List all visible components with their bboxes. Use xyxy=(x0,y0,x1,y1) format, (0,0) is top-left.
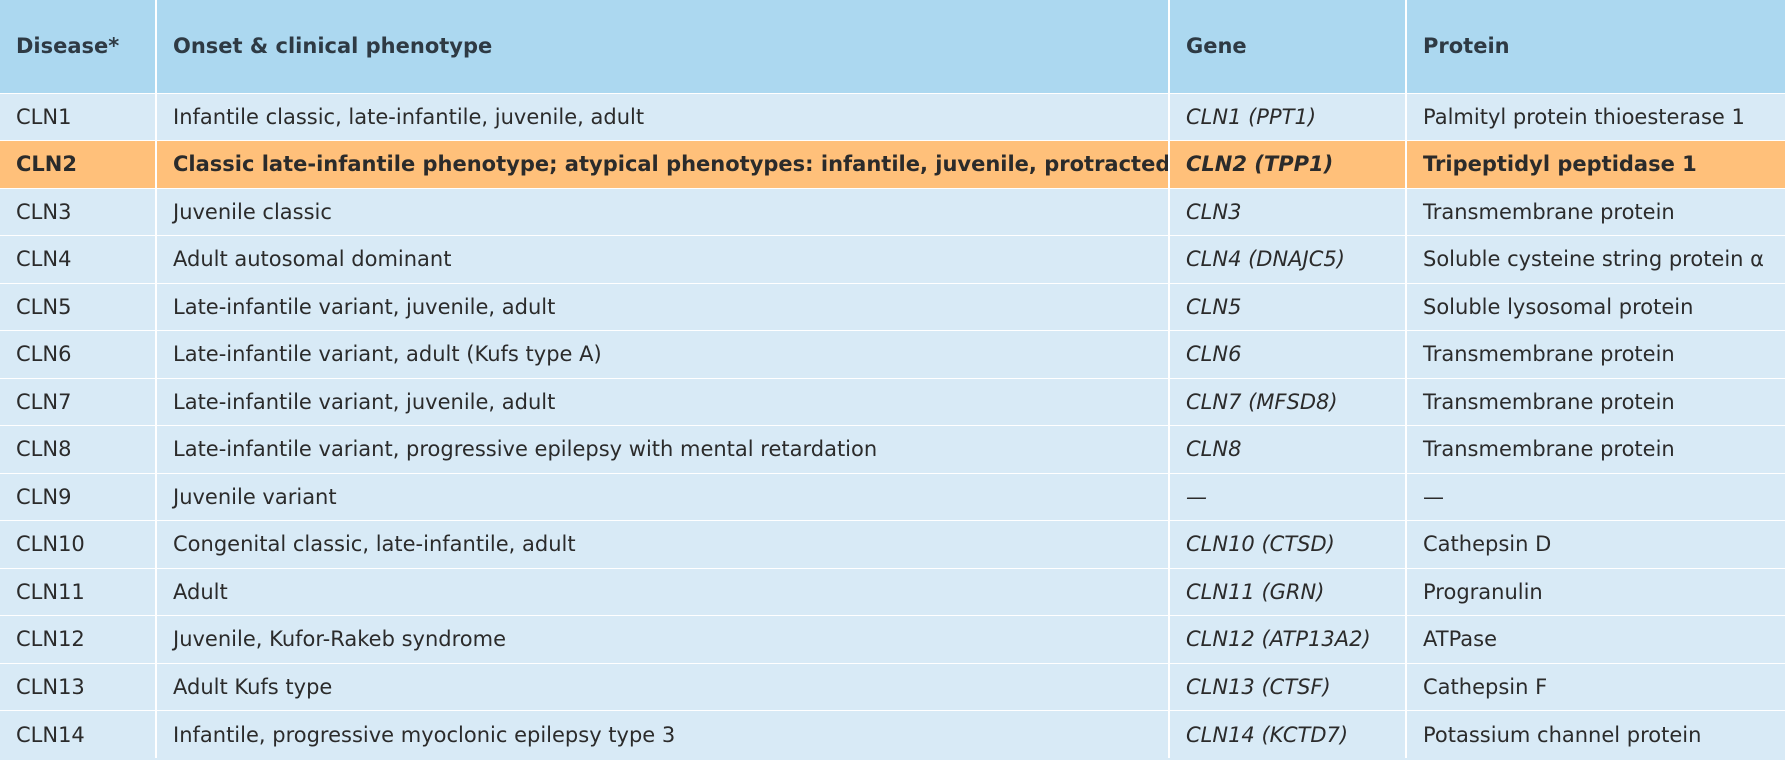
header-disease: Disease* xyxy=(16,34,120,59)
header-phenotype: Onset & clinical phenotype xyxy=(155,0,1169,93)
table-row: CLN1 Infantile classic, late-infantile, j… xyxy=(0,92,1785,141)
phenotype-text: Juvenile, Kufor-Rakeb syndrome xyxy=(173,627,506,652)
phenotype-text: Late-infantile variant, juvenile, adult xyxy=(173,389,556,414)
phenotype-text: Congenital classic, late-infantile, adul… xyxy=(173,532,576,557)
cell-protein: Potassium channel protein xyxy=(1405,710,1785,758)
cell-phenotype: Late-infantile variant, adult (Kufs type… xyxy=(155,330,1169,378)
cell-protein: ATPase xyxy=(1405,615,1785,663)
cell-protein: Transmembrane protein xyxy=(1405,330,1785,378)
table-row: CLN2 Classic late-infantile phenotype; at… xyxy=(0,140,1785,188)
phenotype-text: Adult autosomal dominant xyxy=(173,247,452,272)
cell-protein: Transmembrane protein xyxy=(1405,187,1785,236)
phenotype-text: Adult Kufs type xyxy=(173,674,333,699)
table-row: CLN6 Late-infantile variant, adult (Kufs … xyxy=(0,330,1785,378)
cell-disease: CLN1 xyxy=(0,92,156,141)
table-row: CLN4 Adult autosomal dominant CLN4 (DNAJC5… xyxy=(0,235,1785,283)
cell-protein: Transmembrane protein xyxy=(1405,377,1785,426)
cell-phenotype: Late-infantile variant, progressive epil… xyxy=(155,425,1169,473)
cell-phenotype: Juvenile variant xyxy=(155,472,1169,521)
cell-disease: CLN3 xyxy=(0,187,156,236)
cell-disease: CLN8 xyxy=(0,425,156,473)
cell-gene: CLN7 (MFSD8) xyxy=(1168,377,1406,426)
cell-phenotype: Late-infantile variant, juvenile, adult xyxy=(155,282,1169,331)
cell-phenotype: Juvenile, Kufor-Rakeb syndrome xyxy=(155,615,1169,663)
cell-protein: Transmembrane protein xyxy=(1405,425,1785,473)
cell-protein: Tripeptidyl peptidase 1 xyxy=(1405,140,1785,188)
cell-disease: CLN4 xyxy=(0,235,156,283)
header-row: Disease* Onset & clinical phenotype Gene… xyxy=(0,0,1785,93)
cell-gene: CLN1 (PPT1) xyxy=(1168,92,1406,141)
cell-protein: Palmityl protein thioesterase 1 xyxy=(1405,92,1785,141)
cell-disease: CLN9 xyxy=(0,472,156,521)
table-header: Disease* Onset & clinical phenotype Gene… xyxy=(0,0,1785,93)
phenotype-text: Classic late-infantile phenotype; atypic… xyxy=(173,152,1169,177)
cell-protein: Cathepsin D xyxy=(1405,520,1785,568)
header-protein: Protein xyxy=(1405,0,1785,93)
cell-gene: CLN8 xyxy=(1168,425,1406,473)
cell-disease: CLN14 xyxy=(0,710,156,758)
phenotype-text: Adult xyxy=(173,579,228,604)
cell-disease: CLN13 xyxy=(0,662,156,711)
cell-phenotype: Adult xyxy=(155,567,1169,616)
cell-gene: CLN13 (CTSF) xyxy=(1168,662,1406,711)
cell-protein: Cathepsin F xyxy=(1405,662,1785,711)
cell-protein: Soluble cysteine string protein α xyxy=(1405,235,1785,283)
cell-phenotype: Juvenile classic xyxy=(155,187,1169,236)
phenotype-text: Infantile, progressive myoclonic epileps… xyxy=(173,722,676,747)
cell-protein: — xyxy=(1405,472,1785,521)
cell-disease: CLN6 xyxy=(0,330,156,378)
phenotype-text: Late-infantile variant, adult (Kufs type… xyxy=(173,342,602,367)
cell-protein: Progranulin xyxy=(1405,567,1785,616)
table-row: CLN3 Juvenile classic CLN3 Transmembrane pr… xyxy=(0,187,1785,236)
cell-gene: CLN5 xyxy=(1168,282,1406,331)
cell-phenotype: Late-infantile variant, juvenile, adult xyxy=(155,377,1169,426)
cell-disease: CLN12 xyxy=(0,615,156,663)
cell-gene: CLN3 xyxy=(1168,187,1406,236)
table-row: CLN14 Infantile, progressive myoclonic ep… xyxy=(0,710,1785,758)
table-row: CLN9 Juvenile variant — — xyxy=(0,472,1785,521)
cell-phenotype: Infantile classic, late-infantile, juven… xyxy=(155,92,1169,141)
cell-disease: CLN2 xyxy=(0,140,156,188)
cell-phenotype: Congenital classic, late-infantile, adul… xyxy=(155,520,1169,568)
phenotype-text: Late-infantile variant, juvenile, adult xyxy=(173,294,556,319)
cell-phenotype: Infantile, progressive myoclonic epileps… xyxy=(155,710,1169,758)
table-row: CLN12 Juvenile, Kufor-Rakeb syndrome CLN12… xyxy=(0,615,1785,663)
cell-phenotype: Adult Kufs type xyxy=(155,662,1169,711)
cell-gene: CLN10 (CTSD) xyxy=(1168,520,1406,568)
header-gene: Gene xyxy=(1168,0,1406,93)
cell-gene: CLN2 (TPP1) xyxy=(1168,140,1406,188)
phenotype-text: Juvenile variant xyxy=(173,484,337,509)
table-row: CLN7 Late-infantile variant, juvenile, ad… xyxy=(0,377,1785,426)
table-row: CLN11 Adult CLN11 (GRN) Progranulin xyxy=(0,567,1785,616)
cell-gene: — xyxy=(1168,472,1406,521)
table-body: CLN1 Infantile classic, late-infantile, j… xyxy=(0,92,1785,758)
table-row: CLN13 Adult Kufs type CLN13 (CTSF) Cathepsi… xyxy=(0,662,1785,711)
cell-phenotype: Adult autosomal dominant xyxy=(155,235,1169,283)
cell-gene: CLN11 (GRN) xyxy=(1168,567,1406,616)
cell-disease: CLN11 xyxy=(0,567,156,616)
cell-disease: CLN7 xyxy=(0,377,156,426)
phenotype-text: Infantile classic, late-infantile, juven… xyxy=(173,104,645,129)
cell-gene: CLN4 (DNAJC5) xyxy=(1168,235,1406,283)
phenotype-text: Juvenile classic xyxy=(173,199,332,224)
cell-disease: CLN10 xyxy=(0,520,156,568)
cell-gene: CLN14 (KCTD7) xyxy=(1168,710,1406,758)
cell-gene: CLN6 xyxy=(1168,330,1406,378)
cell-protein: Soluble lysosomal protein xyxy=(1405,282,1785,331)
table-row: CLN8 Late-infantile variant, progressive … xyxy=(0,425,1785,473)
table-row: CLN10 Congenital classic, late-infantile,… xyxy=(0,520,1785,568)
cell-phenotype: Classic late-infantile phenotype; atypic… xyxy=(155,140,1169,188)
table-row: CLN5 Late-infantile variant, juvenile, ad… xyxy=(0,282,1785,331)
phenotype-text: Late-infantile variant, progressive epil… xyxy=(173,437,878,462)
cell-disease: CLN5 xyxy=(0,282,156,331)
cell-gene: CLN12 (ATP13A2) xyxy=(1168,615,1406,663)
